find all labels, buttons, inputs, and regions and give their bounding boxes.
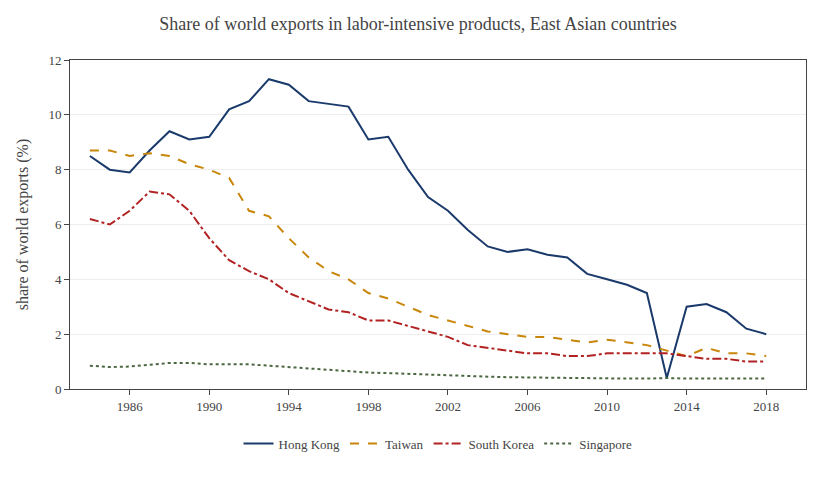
svg-text:8: 8 bbox=[55, 162, 62, 177]
svg-text:South Korea: South Korea bbox=[469, 437, 535, 452]
svg-text:2006: 2006 bbox=[515, 399, 542, 414]
svg-text:2010: 2010 bbox=[594, 399, 620, 414]
svg-text:1994: 1994 bbox=[276, 399, 303, 414]
svg-text:Share of world exports in labo: Share of world exports in labor-intensiv… bbox=[159, 14, 677, 34]
svg-text:Taiwan: Taiwan bbox=[385, 437, 424, 452]
svg-text:1986: 1986 bbox=[117, 399, 144, 414]
svg-text:0: 0 bbox=[55, 382, 62, 397]
svg-text:1990: 1990 bbox=[196, 399, 222, 414]
svg-text:4: 4 bbox=[55, 272, 62, 287]
svg-text:2014: 2014 bbox=[674, 399, 701, 414]
svg-text:Hong Kong: Hong Kong bbox=[279, 437, 341, 452]
svg-text:2: 2 bbox=[55, 327, 62, 342]
svg-text:1998: 1998 bbox=[355, 399, 381, 414]
svg-text:Singapore: Singapore bbox=[579, 437, 632, 452]
svg-text:12: 12 bbox=[48, 53, 61, 68]
svg-text:2002: 2002 bbox=[435, 399, 461, 414]
svg-text:6: 6 bbox=[55, 217, 62, 232]
svg-text:2018: 2018 bbox=[753, 399, 779, 414]
svg-text:10: 10 bbox=[48, 107, 61, 122]
svg-text:share of world exports (%): share of world exports (%) bbox=[14, 139, 32, 311]
